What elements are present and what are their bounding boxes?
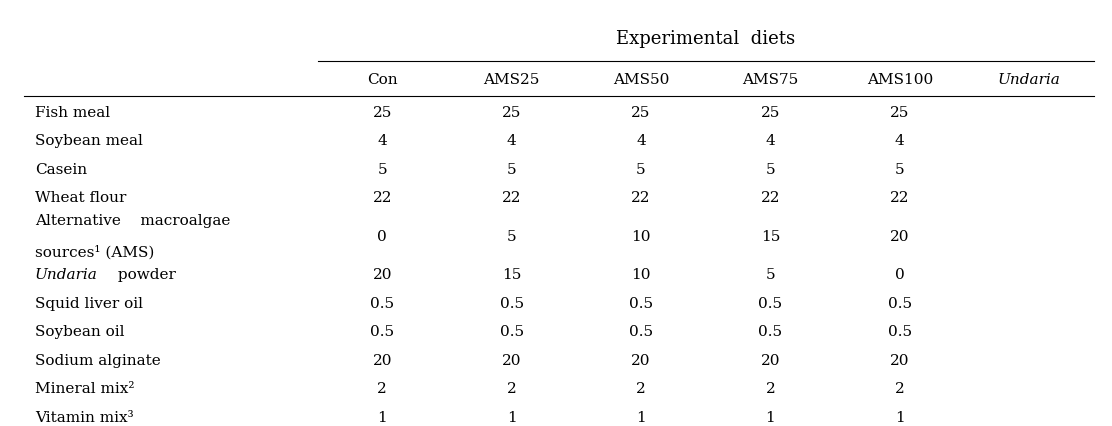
Text: 0.5: 0.5 (370, 296, 395, 310)
Text: Soybean meal: Soybean meal (34, 134, 142, 148)
Text: 0.5: 0.5 (887, 325, 912, 339)
Text: 22: 22 (890, 191, 910, 204)
Text: 5: 5 (766, 268, 775, 282)
Text: 4: 4 (895, 134, 905, 148)
Text: 25: 25 (373, 105, 391, 119)
Text: 25: 25 (891, 105, 910, 119)
Text: 25: 25 (761, 105, 781, 119)
Text: 0.5: 0.5 (499, 296, 524, 310)
Text: 25: 25 (632, 105, 651, 119)
Text: 2: 2 (507, 382, 516, 395)
Text: AMS25: AMS25 (484, 73, 539, 87)
Text: Alternative    macroalgae: Alternative macroalgae (34, 213, 230, 227)
Text: AMS75: AMS75 (743, 73, 798, 87)
Text: 5: 5 (507, 229, 516, 243)
Text: 1: 1 (895, 410, 905, 424)
Text: 0.5: 0.5 (629, 325, 653, 339)
Text: AMS50: AMS50 (613, 73, 669, 87)
Text: 1: 1 (377, 410, 387, 424)
Text: 2: 2 (636, 382, 646, 395)
Text: 4: 4 (765, 134, 775, 148)
Text: 0.5: 0.5 (758, 296, 783, 310)
Text: 25: 25 (502, 105, 522, 119)
Text: 5: 5 (636, 162, 646, 176)
Text: 22: 22 (761, 191, 781, 204)
Text: 0.5: 0.5 (499, 325, 524, 339)
Text: 10: 10 (632, 268, 651, 282)
Text: 15: 15 (502, 268, 522, 282)
Text: 20: 20 (890, 353, 910, 367)
Text: 20: 20 (632, 353, 651, 367)
Text: Fish meal: Fish meal (34, 105, 110, 119)
Text: 2: 2 (895, 382, 905, 395)
Text: 0.5: 0.5 (629, 296, 653, 310)
Text: 0: 0 (377, 229, 387, 243)
Text: 20: 20 (890, 229, 910, 243)
Text: Mineral mix²: Mineral mix² (34, 382, 135, 395)
Text: 5: 5 (377, 162, 387, 176)
Text: powder: powder (113, 268, 177, 282)
Text: 4: 4 (507, 134, 516, 148)
Text: 0.5: 0.5 (758, 325, 783, 339)
Text: 22: 22 (502, 191, 522, 204)
Text: Squid liver oil: Squid liver oil (34, 296, 142, 310)
Text: 0.5: 0.5 (370, 325, 395, 339)
Text: 1: 1 (765, 410, 775, 424)
Text: 20: 20 (502, 353, 522, 367)
Text: 0.5: 0.5 (887, 296, 912, 310)
Text: AMS100: AMS100 (866, 73, 933, 87)
Text: 5: 5 (766, 162, 775, 176)
Text: 20: 20 (373, 268, 391, 282)
Text: 15: 15 (761, 229, 781, 243)
Text: Vitamin mix³: Vitamin mix³ (34, 410, 133, 424)
Text: 1: 1 (636, 410, 646, 424)
Text: 22: 22 (632, 191, 651, 204)
Text: Undaria: Undaria (34, 268, 98, 282)
Text: Soybean oil: Soybean oil (34, 325, 125, 339)
Text: Experimental  diets: Experimental diets (616, 30, 795, 48)
Text: 4: 4 (377, 134, 387, 148)
Text: 0: 0 (895, 268, 905, 282)
Text: 22: 22 (373, 191, 391, 204)
Text: 2: 2 (765, 382, 775, 395)
Text: Casein: Casein (34, 162, 87, 176)
Text: 2: 2 (377, 382, 387, 395)
Text: Undaria: Undaria (997, 73, 1061, 87)
Text: Con: Con (367, 73, 397, 87)
Text: 4: 4 (636, 134, 646, 148)
Text: sources¹ (AMS): sources¹ (AMS) (34, 245, 155, 259)
Text: 5: 5 (507, 162, 516, 176)
Text: 20: 20 (373, 353, 391, 367)
Text: 10: 10 (632, 229, 651, 243)
Text: Wheat flour: Wheat flour (34, 191, 126, 204)
Text: 5: 5 (895, 162, 905, 176)
Text: Sodium alginate: Sodium alginate (34, 353, 160, 367)
Text: 1: 1 (507, 410, 516, 424)
Text: 20: 20 (761, 353, 781, 367)
